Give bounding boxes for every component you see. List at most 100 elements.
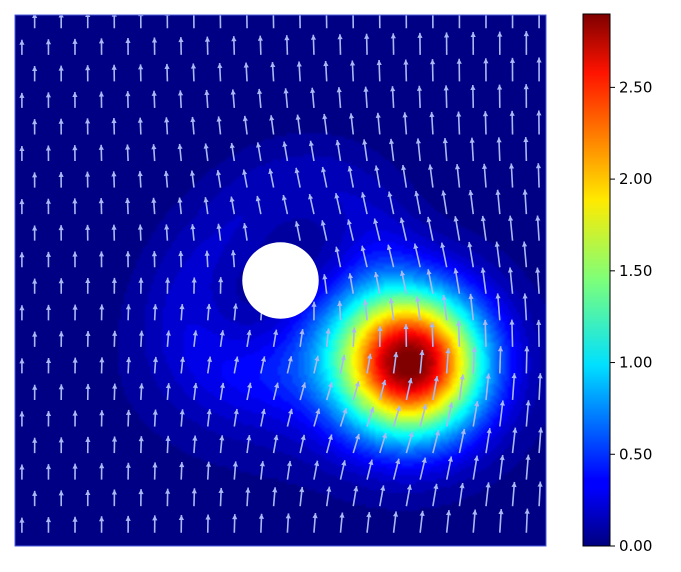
quiver-arrow [386, 244, 395, 268]
quiver-arrow [165, 383, 171, 401]
quiver-arrow [362, 299, 369, 321]
quiver-arrow [482, 319, 488, 347]
quiver-arrow [179, 462, 185, 480]
quiver-arrow [177, 143, 183, 162]
quiver-arrow [152, 304, 158, 321]
quiver-arrow [126, 357, 132, 374]
quiver-arrow [313, 408, 321, 427]
quiver-arrow [390, 33, 396, 55]
quiver-arrow [352, 485, 359, 507]
quiver-arrow [349, 60, 356, 82]
quiver-arrow [85, 278, 91, 294]
quiver-arrow [523, 31, 529, 55]
quiver-arrow [272, 15, 275, 29]
quiver-arrow [511, 427, 518, 454]
quiver-arrow [538, 427, 544, 454]
quiver-arrow [138, 436, 144, 454]
quiver-arrow [496, 137, 502, 162]
quiver-arrow [521, 241, 528, 268]
quiver-arrow [85, 489, 91, 507]
quiver-arrow [58, 171, 64, 188]
quiver-arrow [337, 34, 343, 55]
quiver-arrow [72, 145, 78, 162]
quiver-arrow [419, 457, 427, 480]
quiver-arrow [525, 454, 531, 480]
quiver-arrow [152, 462, 158, 480]
quiver-arrow [246, 434, 252, 454]
quiver-arrow [320, 166, 328, 188]
quiver-arrow [98, 516, 105, 533]
quiver-arrow [84, 171, 91, 188]
quiver-arrow [339, 460, 347, 480]
quiver-arrow [243, 62, 249, 82]
quiver-arrow [445, 456, 453, 480]
quiver-arrow [268, 168, 275, 188]
colorbar-tick-label: 1.50 [619, 262, 652, 280]
colorbar-tick-label: 2.50 [619, 78, 652, 96]
quiver-arrow [152, 515, 158, 533]
quiver-arrow [432, 483, 439, 507]
quiver-arrow [499, 454, 505, 480]
quiver-arrow [308, 140, 315, 162]
quiver-arrow [325, 486, 332, 507]
quiver-arrow [511, 373, 517, 401]
quiver-arrow [443, 85, 449, 108]
quiver-arrow [164, 277, 171, 294]
plot-frame [14, 14, 547, 547]
quiver-arrow [360, 245, 368, 268]
quiver-arrow [320, 220, 328, 241]
quiver-arrow [242, 115, 248, 135]
colorbar-tick-label: 0.50 [619, 445, 652, 463]
quiver-arrow [32, 278, 38, 294]
quiver-arrow [445, 402, 454, 427]
quiver-arrow [45, 92, 52, 108]
quiver-arrow [308, 193, 315, 215]
quiver-arrow [151, 90, 157, 108]
quiver-arrow [310, 87, 316, 108]
quiver-arrow [256, 88, 263, 108]
quiver-arrow [453, 216, 461, 241]
quiver-arrow [375, 112, 381, 135]
quiver-arrow [191, 488, 197, 507]
quiver-arrow [536, 319, 542, 347]
quiver-arrow [45, 39, 52, 55]
quiver-arrow [454, 164, 461, 188]
quiver-arrow [190, 224, 196, 241]
quiver-arrow [366, 353, 373, 374]
quiver-arrow [151, 251, 158, 268]
quiver-arrow [125, 251, 131, 268]
quiver-arrow [403, 59, 409, 82]
quiver-arrow [509, 319, 515, 347]
quiver-arrow [535, 163, 542, 188]
quiver-arrow [334, 246, 342, 268]
quiver-arrow [219, 330, 225, 347]
quiver-arrow [32, 490, 38, 507]
quiver-arrow [99, 410, 105, 427]
quiver-arrow [219, 15, 222, 29]
quiver-arrow [255, 142, 262, 162]
quiver-arrow [511, 481, 517, 507]
quiver-arrow [192, 382, 198, 401]
quiver-arrow [336, 87, 342, 108]
quiver-arrow [229, 196, 236, 215]
quiver-arrow [497, 346, 504, 374]
quiver-arrow [445, 510, 452, 533]
quiver-arrow [217, 62, 223, 82]
quiver-arrow [163, 170, 169, 188]
quiver-arrow [190, 63, 197, 82]
quiver-arrow [339, 512, 345, 533]
quiver-arrow [125, 409, 132, 427]
quiver-arrow [537, 481, 543, 507]
quiver-arrow [72, 516, 78, 533]
quiver-arrow [427, 164, 434, 188]
quiver-arrow [205, 461, 212, 480]
quiver-arrow [189, 170, 196, 188]
quiver-arrow [138, 383, 145, 401]
quiver-arrow [192, 435, 198, 454]
quiver-arrow [387, 191, 395, 215]
quiver-arrow [229, 142, 236, 162]
quiver-arrow [72, 91, 78, 108]
quiver-arrow [456, 320, 462, 347]
quiver-arrow [296, 61, 302, 82]
quiver-arrow [379, 379, 387, 401]
